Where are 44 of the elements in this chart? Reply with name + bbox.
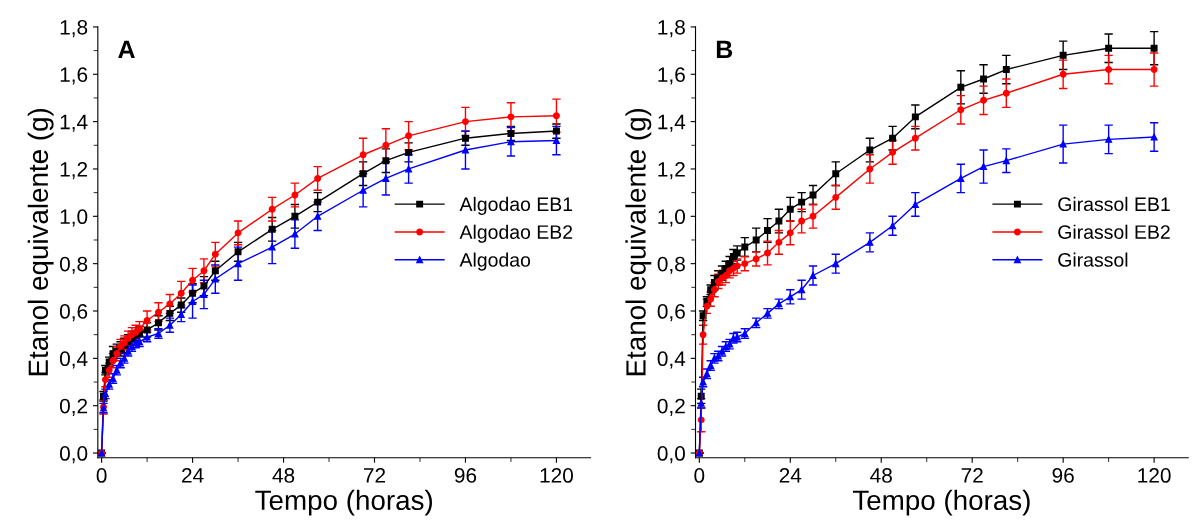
x-tick-label: 96 [1052, 468, 1074, 483]
x-tick-label: 72 [363, 468, 386, 483]
x-tick-label: 0 [96, 468, 107, 483]
y-axis-title: Etanol equivalente (g) [625, 108, 652, 376]
y-axis-title: Etanol equivalente (g) [27, 108, 54, 376]
x-tick-label: 24 [182, 468, 204, 483]
annotation: A [118, 40, 135, 58]
y-tick-label: 0,2 [657, 398, 685, 416]
y-tick-label: 0,2 [59, 398, 88, 416]
y-tick-label: 1,2 [658, 161, 685, 180]
annotation: B [716, 40, 733, 58]
legend-label: Girassol EB1 [1058, 196, 1170, 212]
y-tick-label: 0,4 [657, 351, 686, 369]
y-tick-label: 1,4 [60, 114, 88, 132]
y-tick-label: 1,0 [658, 209, 685, 227]
y-tick-label: 1,8 [658, 19, 685, 38]
y-tick-label: 0,4 [59, 351, 88, 369]
legend-label: Algodao EB2 [459, 224, 573, 243]
y-tick-label: 0,6 [59, 304, 88, 322]
x-axis-title: Tempo (horas) [255, 489, 432, 516]
y-tick-label: 0,8 [59, 256, 88, 274]
x-tick-label: 120 [1138, 468, 1171, 483]
legend-label: Algodao EB1 [459, 196, 573, 215]
legend-label: Girassol [1058, 252, 1128, 267]
x-tick-label: 120 [540, 468, 573, 483]
y-tick-label: 1,6 [60, 67, 88, 85]
legend-label: Algodao [459, 252, 531, 271]
y-tick-label: 0,8 [657, 256, 685, 274]
x-tick-label: 96 [454, 468, 477, 483]
x-tick-label: 24 [779, 468, 802, 483]
x-tick-label: 0 [694, 468, 705, 483]
y-tick-label: 1,4 [658, 114, 686, 132]
x-tick-label: 48 [272, 468, 295, 483]
x-tick-label: 72 [961, 468, 983, 483]
y-tick-label: 1,8 [60, 19, 88, 38]
y-tick-label: 0,0 [59, 446, 88, 464]
x-tick-label: 48 [870, 468, 892, 483]
legend-label: Girassol EB2 [1058, 224, 1170, 239]
y-tick-label: 1,2 [60, 161, 88, 180]
x-axis-title: Tempo (horas) [852, 489, 1030, 516]
y-tick-label: 1,6 [658, 67, 685, 85]
y-tick-label: 0,0 [657, 446, 685, 464]
y-tick-label: 1,0 [60, 209, 88, 227]
y-tick-label: 0,6 [657, 304, 685, 322]
